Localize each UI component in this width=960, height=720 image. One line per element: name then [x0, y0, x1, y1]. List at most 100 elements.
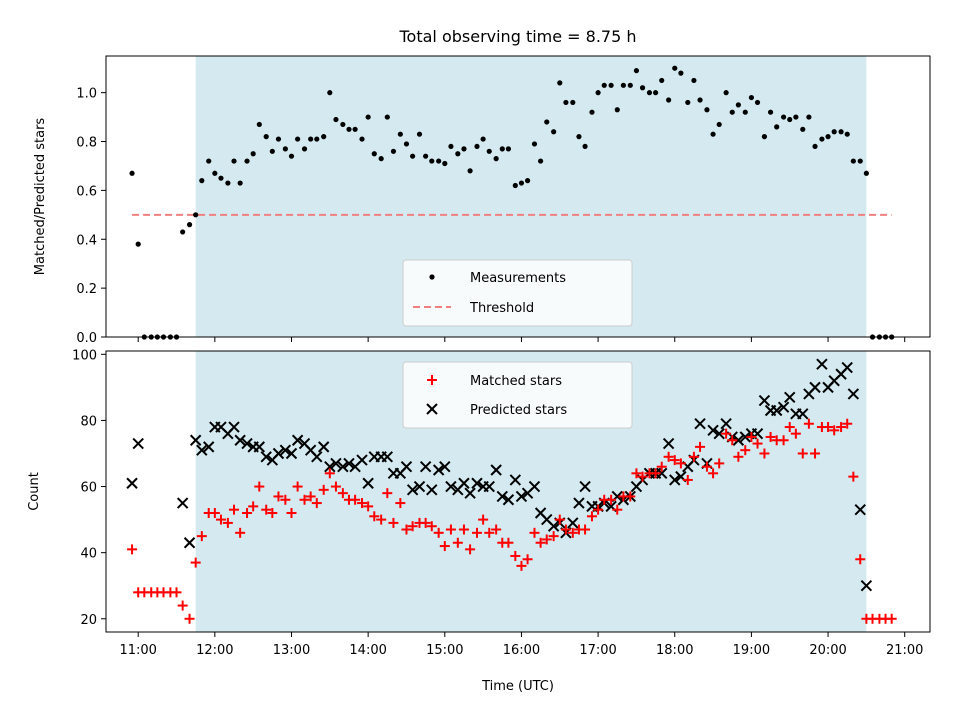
- measurement-point: [831, 129, 837, 135]
- measurement-point: [467, 168, 473, 174]
- measurement-point: [716, 121, 722, 128]
- measurement-point: [378, 156, 384, 162]
- matched-star-point: [196, 531, 207, 542]
- predicted-star-point: [324, 460, 336, 473]
- matched-star-point: [363, 501, 374, 512]
- predicted-star-point: [784, 391, 796, 403]
- measurement-point: [819, 136, 825, 142]
- measurement-point: [850, 158, 856, 164]
- measurement-point: [697, 97, 703, 103]
- measurement-point: [199, 178, 205, 184]
- measurement-point: [403, 141, 410, 147]
- predicted-star-point: [381, 451, 394, 463]
- measurement-point: [735, 102, 741, 108]
- predicted-star-point: [272, 447, 285, 460]
- matched-star-point: [261, 504, 272, 515]
- predicted-star-point: [567, 517, 579, 529]
- measurement-point: [666, 97, 672, 103]
- matched-star-point: [529, 527, 540, 538]
- x-tick-label: 18:00: [656, 643, 693, 658]
- predicted-star-point: [426, 484, 438, 496]
- legend-predicted-label: Predicted stars: [470, 403, 567, 418]
- measurement-point: [135, 241, 141, 247]
- measurement-point: [244, 158, 250, 164]
- x-tick-label: 21:00: [886, 643, 923, 658]
- predicted-star-point: [439, 460, 451, 473]
- measurement-point: [505, 146, 512, 152]
- y-tick-label: 20: [80, 613, 97, 628]
- predicted-star-point: [419, 460, 432, 473]
- matched-star-point: [407, 521, 418, 532]
- predicted-star-point: [509, 474, 522, 486]
- matched-star-point: [305, 491, 316, 502]
- matched-star-point: [746, 431, 757, 442]
- predicted-star-point: [547, 520, 560, 532]
- matched-star-point: [471, 527, 482, 538]
- predicted-star-point: [847, 388, 860, 400]
- matched-star-point: [516, 560, 527, 571]
- measurement-point: [729, 109, 735, 115]
- x-tick-label: 20:00: [809, 643, 846, 658]
- measurement-point: [601, 82, 607, 88]
- predicted-star-point: [291, 434, 304, 446]
- matched-star-point: [842, 418, 853, 429]
- predicted-star-point: [797, 408, 809, 420]
- measurement-point: [838, 129, 844, 135]
- measurement-point: [608, 82, 614, 88]
- matched-star-point: [242, 507, 253, 518]
- measurement-point: [691, 77, 697, 84]
- matched-star-point: [522, 554, 533, 565]
- measurement-point: [748, 94, 755, 101]
- matched-star-point: [491, 524, 502, 535]
- predicted-star-point: [183, 537, 196, 549]
- matched-star-point: [388, 517, 399, 528]
- predicted-star-point: [464, 487, 476, 499]
- matched-star-point: [675, 458, 686, 469]
- predicted-star-point: [432, 464, 445, 476]
- measurement-point: [531, 141, 538, 147]
- measurement-point: [595, 90, 601, 96]
- measurement-point: [186, 222, 193, 228]
- matched-star-point: [127, 544, 138, 555]
- matched-star-point: [439, 541, 450, 552]
- matched-star-point: [458, 524, 469, 535]
- matched-star-point: [714, 458, 725, 469]
- predicted-star-point: [337, 460, 349, 473]
- top-axes-frame: [105, 55, 931, 338]
- matched-star-point: [541, 534, 552, 545]
- measurement-point: [371, 151, 377, 157]
- measurement-point: [742, 109, 748, 115]
- matched-star-point: [401, 524, 412, 535]
- predicted-star-point: [311, 451, 323, 463]
- matched-star-point: [222, 517, 233, 528]
- predicted-star-point: [406, 484, 419, 496]
- measurement-point: [806, 114, 812, 120]
- matched-star-point: [235, 527, 246, 538]
- measurement-point: [614, 107, 620, 113]
- measurement-point: [340, 121, 346, 128]
- predicted-star-point: [656, 467, 668, 480]
- measurement-point: [288, 153, 295, 159]
- x-tick-label: 15:00: [426, 643, 463, 658]
- matched-star-point: [708, 468, 719, 479]
- matched-star-point: [848, 471, 859, 482]
- x-tick-label: 13:00: [273, 643, 310, 658]
- matched-star-point: [376, 514, 387, 525]
- predicted-star-point: [528, 480, 541, 493]
- matched-star-point: [612, 504, 623, 515]
- matched-star-point: [357, 498, 368, 509]
- y-tick-label: 40: [80, 547, 97, 562]
- predicted-star-point: [196, 444, 208, 456]
- predicted-star-point: [203, 441, 215, 453]
- bottom-legend: Matched stars Predicted stars: [402, 361, 633, 429]
- matched-star-point: [650, 468, 661, 479]
- measurement-point: [384, 114, 390, 120]
- matched-stars-points: [127, 418, 897, 624]
- measurement-point: [844, 131, 850, 137]
- measurement-point: [225, 180, 231, 186]
- measurement-point: [129, 170, 135, 176]
- matched-star-point: [631, 468, 642, 479]
- bottom-y-ticks: 20 40 60 80 100: [72, 348, 106, 628]
- matched-star-point: [637, 471, 648, 482]
- measurement-point: [563, 99, 569, 106]
